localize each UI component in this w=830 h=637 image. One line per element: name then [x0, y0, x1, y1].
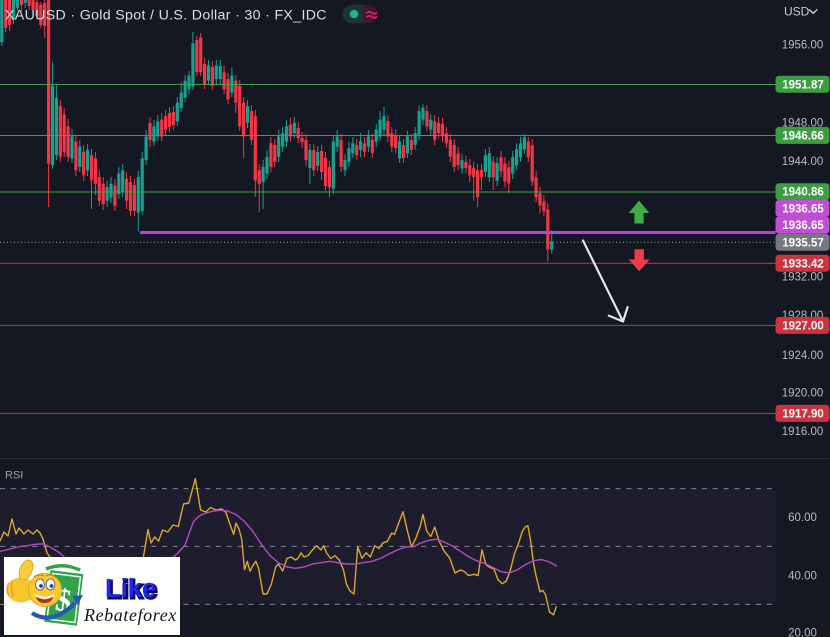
svg-text:1946.66: 1946.66	[782, 130, 824, 142]
svg-text:1917.90: 1917.90	[782, 408, 824, 420]
svg-text:1936.65: 1936.65	[782, 220, 824, 232]
svg-text:1920.00: 1920.00	[782, 388, 824, 400]
svg-text:1936.65: 1936.65	[782, 203, 824, 215]
svg-text:Like: Like	[107, 577, 158, 605]
svg-text:1940.86: 1940.86	[782, 187, 824, 199]
svg-text:1956.00: 1956.00	[782, 40, 824, 52]
svg-text:USD: USD	[784, 4, 810, 18]
svg-text:20.00: 20.00	[788, 627, 817, 637]
svg-text:1944.00: 1944.00	[782, 156, 824, 168]
svg-text:Like: Like	[105, 575, 156, 603]
svg-text:1932.00: 1932.00	[782, 271, 824, 283]
svg-text:1927.00: 1927.00	[782, 320, 824, 332]
svg-text:Rebateforex: Rebateforex	[83, 605, 177, 625]
svg-text:XAUUSD · Gold Spot / U.S. Doll: XAUUSD · Gold Spot / U.S. Dollar · 30 · …	[5, 8, 327, 24]
svg-text:60.00: 60.00	[788, 512, 817, 524]
svg-text:1948.00: 1948.00	[782, 117, 824, 129]
svg-text:RSI: RSI	[5, 470, 23, 482]
svg-text:1916.00: 1916.00	[782, 426, 824, 438]
svg-text:1924.00: 1924.00	[782, 350, 824, 362]
svg-text:1951.87: 1951.87	[782, 79, 824, 91]
svg-text:1933.42: 1933.42	[782, 258, 824, 270]
svg-text:1935.57: 1935.57	[782, 237, 824, 249]
svg-text:40.00: 40.00	[788, 570, 817, 582]
